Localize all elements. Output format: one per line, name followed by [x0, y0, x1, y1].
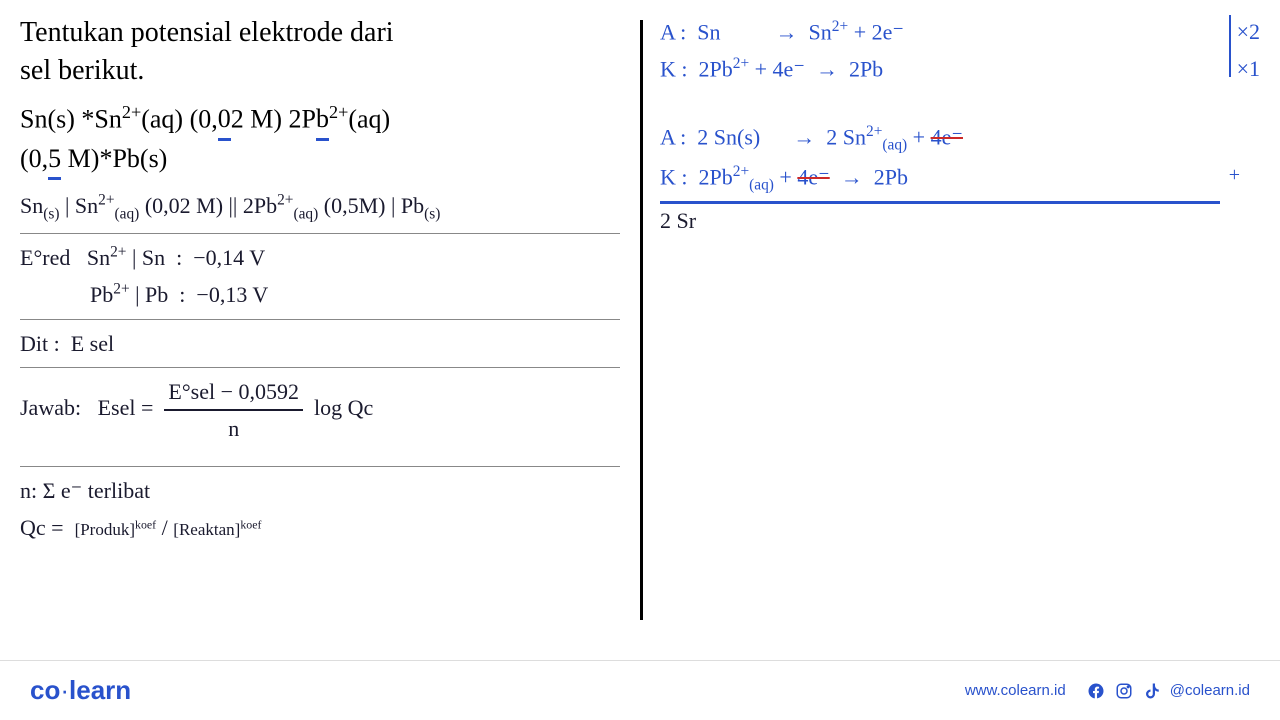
formula-line2: (0,5 M)*Pb(s): [20, 141, 620, 180]
strike-4e-2: 4e⁻: [797, 165, 829, 190]
tiktok-icon: [1142, 681, 1162, 701]
result-line: 2 Sr: [660, 204, 1260, 237]
right-work: A : Sn → Sn2+ + 2e⁻ K : 2Pb2+ + 4e⁻ → 2P…: [660, 15, 1260, 237]
ered-sn: E°red Sn2+ | Sn : −0,14 V: [20, 240, 620, 275]
minus: −: [221, 379, 233, 404]
instagram-icon: [1114, 681, 1134, 701]
k-arrow: →: [816, 57, 838, 82]
esel-eq: Esel =: [98, 395, 154, 420]
rule-line-4: [20, 466, 620, 467]
logo-co: co: [30, 675, 60, 705]
footer: co·learn www.colearn.id @colearn.id: [0, 660, 1280, 720]
facebook-icon: [1086, 681, 1106, 701]
problem-line2: sel berikut.: [20, 53, 620, 89]
rule-line-3: [20, 367, 620, 368]
main-content: Tentukan potensial elektrode dari sel be…: [0, 0, 1280, 640]
cathode-mult: ×1: [1237, 52, 1260, 85]
plus-sign: +: [1229, 160, 1240, 190]
anode-mult: ×2: [1237, 15, 1260, 48]
qc-num: [Produk]: [75, 520, 135, 539]
footer-right: www.colearn.id @colearn.id: [965, 681, 1250, 701]
logo-learn: learn: [69, 675, 131, 705]
dit-value: E sel: [71, 331, 114, 356]
nernst-const: 0,0592: [239, 379, 300, 404]
k2-label: K :: [660, 165, 688, 190]
dit-label: Dit :: [20, 331, 60, 356]
k2-prod: 2Pb: [874, 165, 908, 190]
a2-react: 2 Sn(s): [697, 124, 760, 149]
anode-half: A : Sn → Sn2+ + 2e⁻: [660, 15, 1223, 48]
nernst-fraction: E°sel − 0,0592 n: [164, 374, 303, 446]
footer-url: www.colearn.id: [965, 682, 1066, 699]
left-panel: Tentukan potensial elektrode dari sel be…: [0, 0, 640, 640]
anode-balanced: A : 2 Sn(s) → 2 Sn2+(aq) + 4e⁻: [660, 120, 1260, 157]
question-line: Dit : E sel: [20, 326, 620, 361]
formula-line1: Sn(s) *Sn2+(aq) (0,02 M) 2Pb2+(aq): [20, 100, 620, 141]
nernst-n: n: [164, 411, 303, 446]
sn-value: −0,14 V: [193, 245, 265, 270]
pb-value: −0,13 V: [196, 282, 268, 307]
problem-formula: Sn(s) *Sn2+(aq) (0,02 M) 2Pb2+(aq) (0,5 …: [20, 100, 620, 180]
a-arrow: →: [776, 19, 798, 44]
a-reactant: Sn: [697, 19, 720, 44]
qc-den: [Reaktan]: [173, 520, 240, 539]
k2-arrow: →: [841, 165, 863, 190]
jawab-label: Jawab:: [20, 395, 81, 420]
e0sel: E°sel: [168, 379, 215, 404]
social-icons: @colearn.id: [1086, 681, 1250, 701]
n-definition: n: Σ e⁻ terlibat: [20, 473, 620, 508]
k-prod: 2Pb: [849, 57, 883, 82]
problem-line1: Tentukan potensial elektrode dari: [20, 15, 620, 51]
cathode-half: K : 2Pb2+ + 4e⁻ → 2Pb: [660, 52, 1223, 85]
qc-label: Qc =: [20, 515, 64, 540]
mult-divider: [1229, 15, 1231, 77]
rule-line: [20, 233, 620, 234]
qc-num-exp: koef: [135, 518, 156, 532]
problem-statement: Tentukan potensial elektrode dari sel be…: [20, 15, 620, 90]
k-label: K :: [660, 57, 688, 82]
qc-definition: Qc = [Produk]koef / [Reaktan]koef: [20, 510, 620, 545]
log-qc: log Qc: [314, 395, 373, 420]
a2-label: A :: [660, 124, 686, 149]
cathode-balanced: K : 2Pb2+(aq) + 4e⁻ → 2Pb +: [660, 160, 1260, 197]
a2-arrow: →: [793, 124, 815, 149]
a-label: A :: [660, 19, 686, 44]
footer-handle: @colearn.id: [1170, 682, 1250, 699]
rule-line-2: [20, 319, 620, 320]
strike-4e-1: 4e⁻: [931, 124, 963, 149]
right-panel: A : Sn → Sn2+ + 2e⁻ K : 2Pb2+ + 4e⁻ → 2P…: [640, 0, 1280, 640]
cell-notation: Sn(s) | Sn2+(aq) (0,02 M) || 2Pb2+(aq) (…: [20, 188, 620, 227]
logo: co·learn: [30, 675, 131, 706]
qc-den-exp: koef: [240, 518, 261, 532]
answer-line: Jawab: Esel = E°sel − 0,0592 n log Qc: [20, 374, 620, 446]
ered-label: E°red: [20, 245, 70, 270]
given-section: Sn(s) | Sn2+(aq) (0,02 M) || 2Pb2+(aq) (…: [20, 188, 620, 545]
ered-pb: Pb2+ | Pb : −0,13 V: [20, 277, 620, 312]
